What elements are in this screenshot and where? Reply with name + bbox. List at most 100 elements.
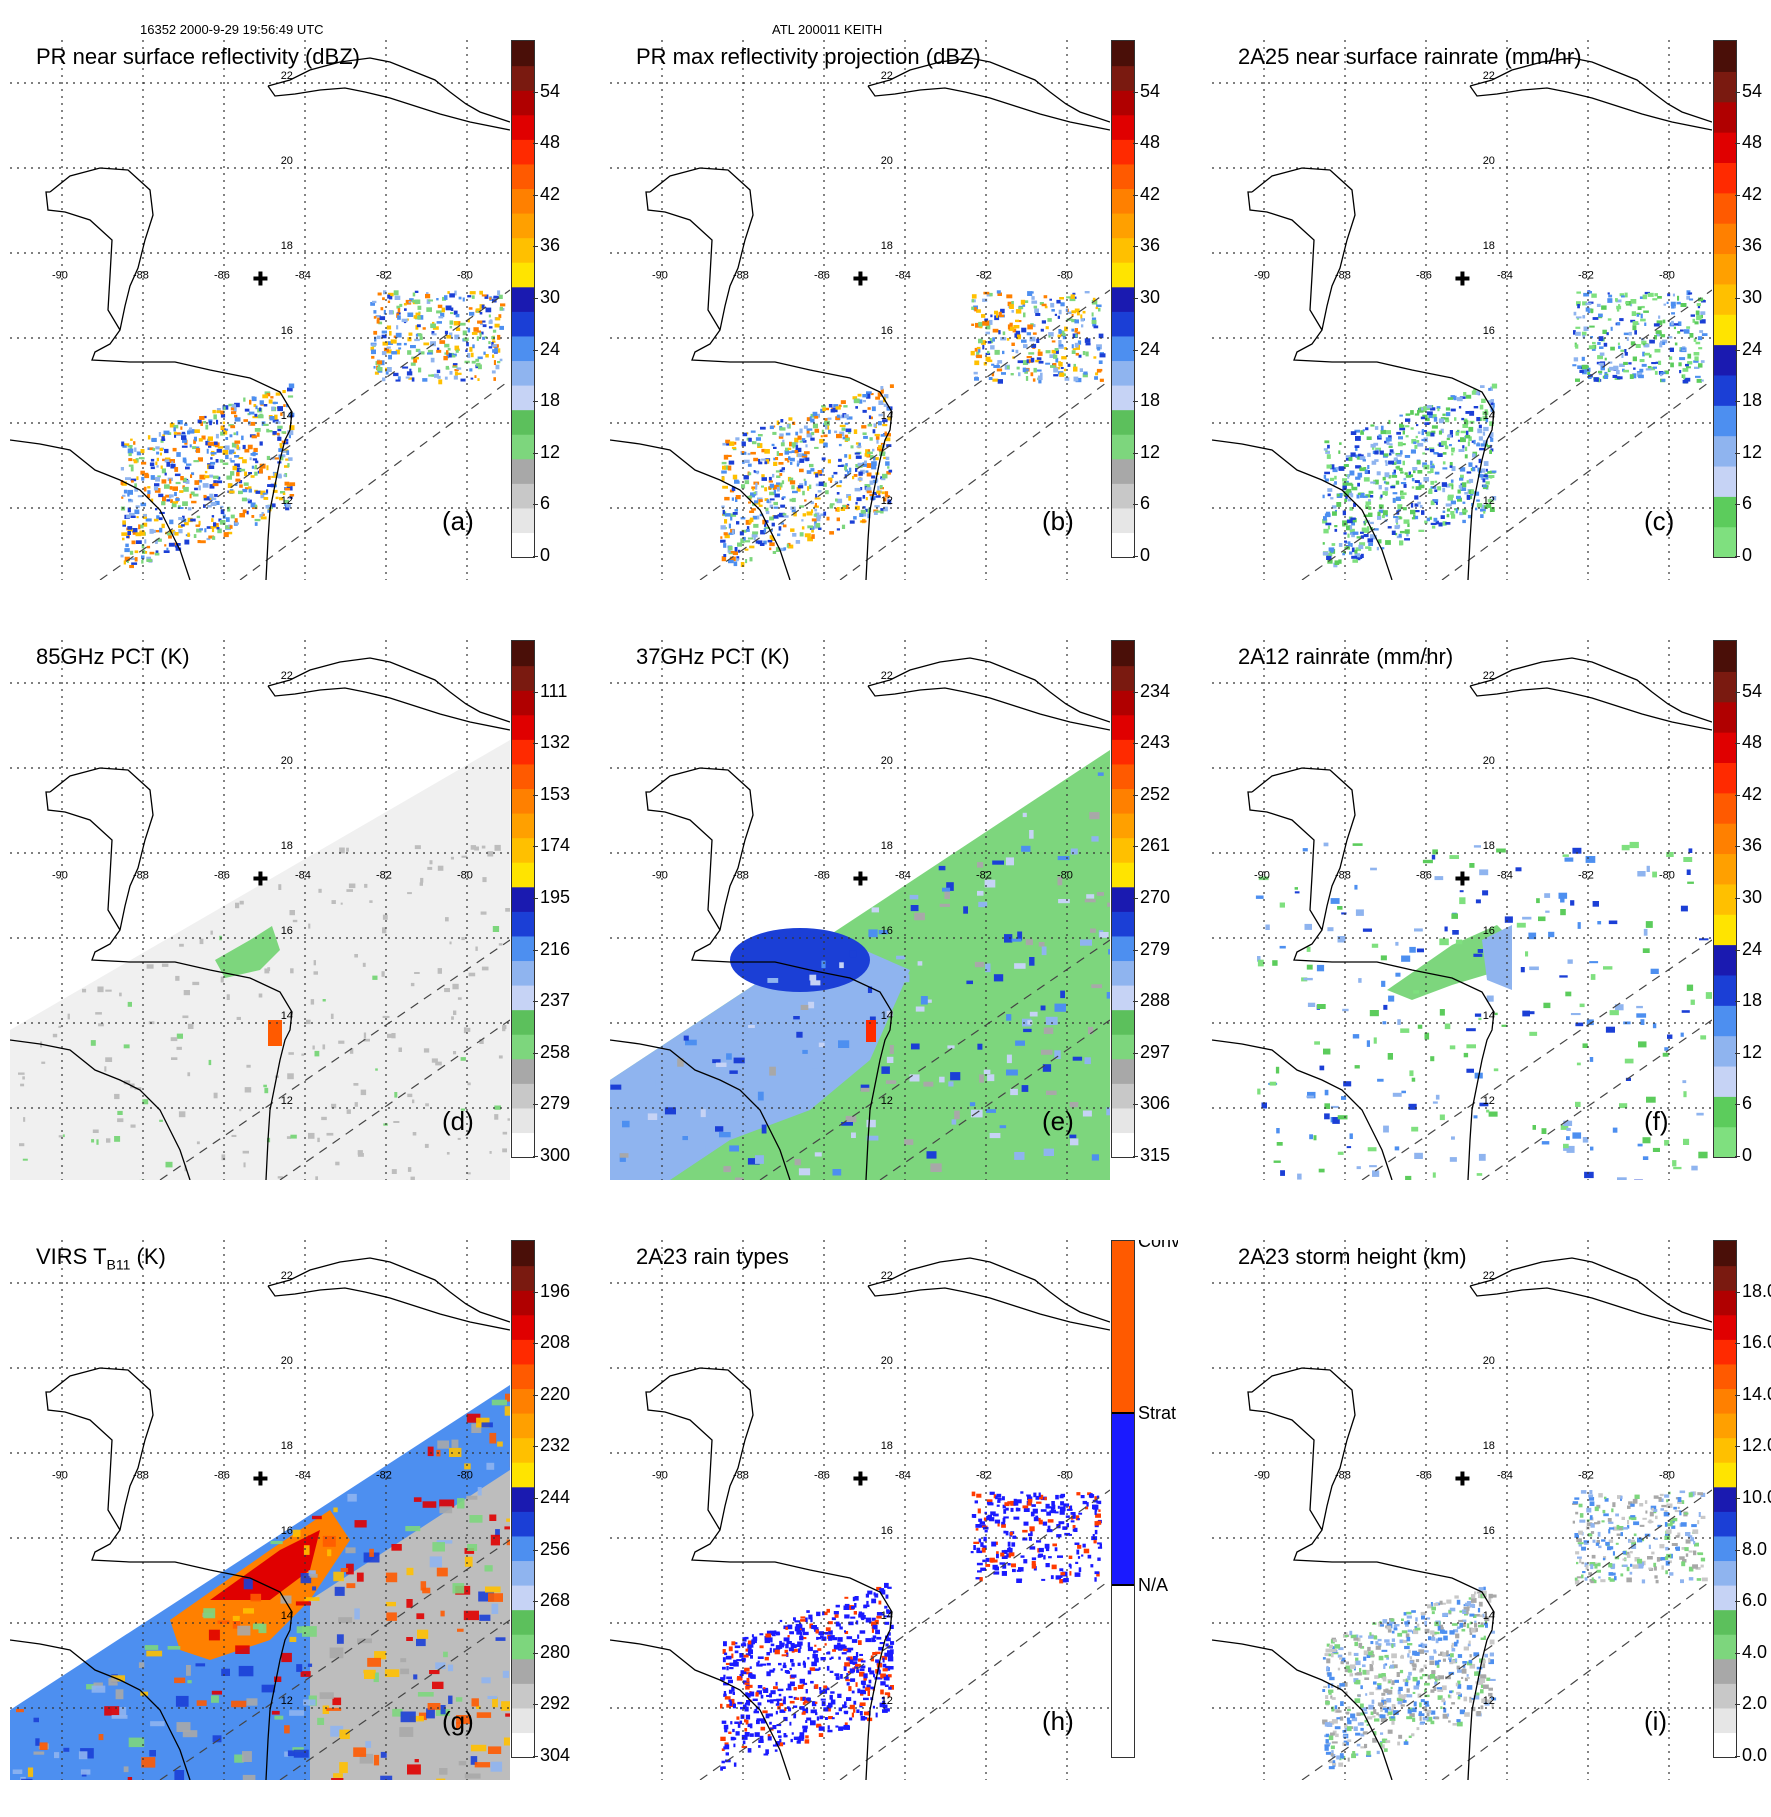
lat-label: 22 bbox=[281, 70, 293, 82]
colorbar-tick-mark bbox=[1735, 1343, 1740, 1344]
colorbar-tick-mark bbox=[1133, 950, 1138, 951]
colorbar-tick-mark bbox=[1133, 898, 1138, 899]
colorbar-tick-mark bbox=[1735, 246, 1740, 247]
lon-label: -80 bbox=[1659, 1469, 1675, 1481]
colorbar-tick-label: 304 bbox=[540, 1745, 570, 1766]
colorbar-tick-label: 30 bbox=[1140, 287, 1160, 308]
lat-label: 20 bbox=[881, 755, 893, 767]
colorbar-tick-label: 24 bbox=[1140, 339, 1160, 360]
field-layer bbox=[610, 750, 1110, 1180]
colorbar bbox=[1111, 640, 1135, 1158]
lat-label: 22 bbox=[281, 670, 293, 682]
coastline-cuba bbox=[868, 658, 1110, 730]
coastline-cuba bbox=[1470, 658, 1712, 730]
coastline-cuba bbox=[868, 1258, 1110, 1330]
colorbar-tick-mark bbox=[533, 1395, 538, 1396]
lat-label: 16 bbox=[1483, 1525, 1495, 1537]
colorbar-tick-mark bbox=[1735, 1156, 1740, 1157]
lon-label: -84 bbox=[295, 1469, 311, 1481]
colorbar-tick-mark bbox=[1133, 1053, 1138, 1054]
lon-label: -80 bbox=[457, 269, 473, 281]
field-layer bbox=[10, 740, 510, 1180]
lat-label: 18 bbox=[1483, 240, 1495, 252]
colorbar-tick-label: 30 bbox=[540, 287, 560, 308]
colorbar-tick-mark bbox=[1133, 298, 1138, 299]
lon-label: -90 bbox=[652, 269, 668, 281]
colorbar-tick-mark bbox=[533, 1498, 538, 1499]
colorbar-tick-mark bbox=[533, 92, 538, 93]
lon-label: -86 bbox=[1416, 1469, 1432, 1481]
lon-label: -90 bbox=[52, 869, 68, 881]
colorbar-tick-mark bbox=[1133, 1001, 1138, 1002]
lat-label: 16 bbox=[281, 925, 293, 937]
colorbar-tick-mark bbox=[1735, 401, 1740, 402]
lon-label: -84 bbox=[295, 869, 311, 881]
colorbar-tick-mark bbox=[1735, 1653, 1740, 1654]
panel-title: 37GHz PCT (K) bbox=[636, 644, 790, 670]
lat-label: 18 bbox=[881, 840, 893, 852]
colorbar-tick-label: 54 bbox=[1742, 81, 1762, 102]
colorbar-tick-label: 297 bbox=[1140, 1042, 1170, 1063]
lon-label: -88 bbox=[733, 1469, 749, 1481]
colorbar-tick-mark bbox=[533, 1104, 538, 1105]
colorbar-tick-mark bbox=[533, 1001, 538, 1002]
storm-center-plus-icon bbox=[253, 272, 267, 286]
colorbar-tick-mark bbox=[1735, 950, 1740, 951]
lat-label: 20 bbox=[1483, 755, 1495, 767]
lat-label: 22 bbox=[881, 1270, 893, 1282]
lon-label: -82 bbox=[376, 269, 392, 281]
colorbar-tick-label: 24 bbox=[540, 339, 560, 360]
colorbar-tick-label: 0.0 bbox=[1742, 1745, 1767, 1766]
colorbar-tick-label: 2.0 bbox=[1742, 1693, 1767, 1714]
lon-label: -90 bbox=[652, 869, 668, 881]
colorbar-tick-label: 14.0 bbox=[1742, 1384, 1771, 1405]
colorbar-tick-label: 208 bbox=[540, 1332, 570, 1353]
lon-label: -84 bbox=[295, 269, 311, 281]
colorbar-tick-mark bbox=[533, 504, 538, 505]
lon-label: -86 bbox=[214, 1469, 230, 1481]
lat-label: 12 bbox=[881, 495, 893, 507]
colorbar-tick-mark bbox=[1133, 795, 1138, 796]
lon-label: -82 bbox=[1578, 1469, 1594, 1481]
colorbar-tick-label: 16.0 bbox=[1742, 1332, 1771, 1353]
lon-label: -88 bbox=[133, 1469, 149, 1481]
lat-label: 22 bbox=[1483, 670, 1495, 682]
lon-label: -80 bbox=[1057, 1469, 1073, 1481]
colorbar-tick-mark bbox=[1735, 195, 1740, 196]
panel-label: (i) bbox=[1644, 1706, 1667, 1737]
colorbar bbox=[1111, 1240, 1135, 1758]
colorbar-tick-mark bbox=[533, 1053, 538, 1054]
lat-label: 12 bbox=[281, 1095, 293, 1107]
colorbar-tick-label: Strat bbox=[1138, 1403, 1176, 1424]
panel-title: PR max reflectivity projection (dBZ) bbox=[636, 44, 981, 70]
colorbar-tick-mark bbox=[1735, 1104, 1740, 1105]
colorbar-tick-mark bbox=[1735, 1550, 1740, 1551]
panel-label: (e) bbox=[1042, 1106, 1074, 1137]
lon-label: -88 bbox=[1335, 869, 1351, 881]
colorbar-tick-label: 216 bbox=[540, 939, 570, 960]
lon-label: -80 bbox=[457, 1469, 473, 1481]
colorbar-tick-mark bbox=[533, 1292, 538, 1293]
colorbar-tick-mark bbox=[533, 1704, 538, 1705]
colorbar-tick-mark bbox=[1735, 453, 1740, 454]
colorbar-tick-label: 279 bbox=[1140, 939, 1170, 960]
colorbar-tick-mark bbox=[533, 1156, 538, 1157]
lat-label: 18 bbox=[1483, 1440, 1495, 1452]
colorbar-tick-mark bbox=[533, 298, 538, 299]
colorbar-tick-mark bbox=[1133, 743, 1138, 744]
colorbar-tick-mark bbox=[1133, 143, 1138, 144]
colorbar-tick-mark bbox=[1735, 846, 1740, 847]
colorbar-tick-label: 12 bbox=[1140, 442, 1160, 463]
colorbar-tick-mark bbox=[1735, 1601, 1740, 1602]
colorbar-tick-label: 270 bbox=[1140, 887, 1170, 908]
colorbar-tick-label: 18.0 bbox=[1742, 1281, 1771, 1302]
colorbar-tick-label: 0 bbox=[540, 545, 550, 566]
lon-label: -86 bbox=[814, 869, 830, 881]
lon-label: -80 bbox=[457, 869, 473, 881]
lat-label: 14 bbox=[1483, 410, 1495, 422]
